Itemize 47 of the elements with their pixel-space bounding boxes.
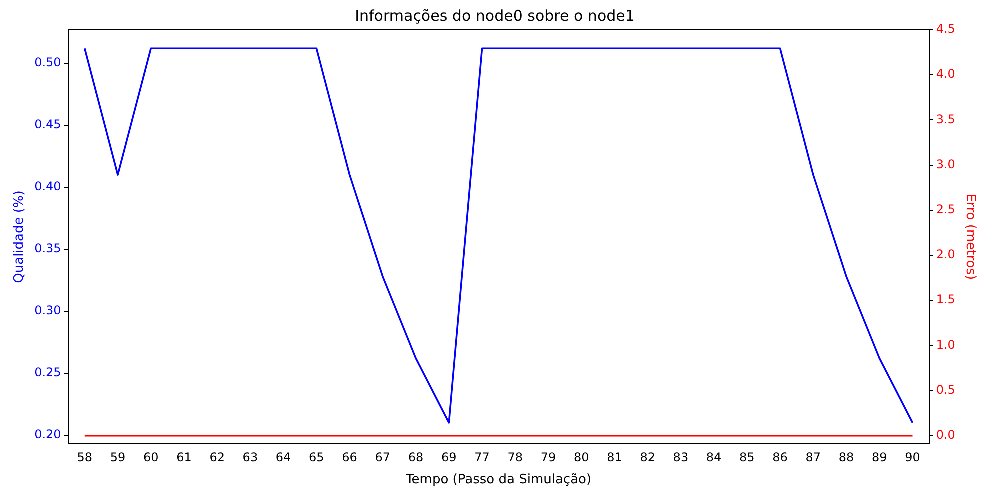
x-tick-label: 78 xyxy=(508,450,524,464)
x-axis-title: Tempo (Passo da Simulação) xyxy=(405,472,592,488)
x-tick-label: 88 xyxy=(838,450,854,464)
y2-tick-label: 4.0 xyxy=(936,67,956,82)
x-tick-label: 85 xyxy=(740,450,755,464)
x-tick-label: 87 xyxy=(806,450,822,464)
x-tick-label: 63 xyxy=(242,450,258,464)
x-tick-label: 82 xyxy=(640,450,656,464)
y-tick-label: 0.20 xyxy=(34,427,62,442)
x-tick-label: 83 xyxy=(673,450,689,464)
x-tick-label: 84 xyxy=(706,450,722,464)
y2-tick-label: 2.0 xyxy=(936,248,956,262)
x-tick-label: 89 xyxy=(872,450,888,464)
chart-title: Informações do node0 sobre o node1 xyxy=(355,6,635,25)
y2-tick-label: 0.0 xyxy=(936,428,956,442)
y2-tick-label: 3.5 xyxy=(936,112,956,126)
x-tick-label: 62 xyxy=(210,450,225,464)
x-tick-label: 61 xyxy=(176,450,192,464)
x-tick-label: 60 xyxy=(143,450,159,464)
y-tick-label: 0.45 xyxy=(34,118,62,132)
y2-tick-label: 1.5 xyxy=(936,292,956,307)
x-tick-label: 59 xyxy=(110,450,126,464)
x-tick-label: 66 xyxy=(342,450,358,464)
y-axis-title: Qualidade (%) xyxy=(12,190,28,284)
x-tick-label: 67 xyxy=(375,450,391,464)
x-tick-label: 79 xyxy=(540,450,556,464)
y2-tick-label: 4.5 xyxy=(936,22,956,36)
y2-axis-title: Erro (metros) xyxy=(962,194,978,280)
y-tick-label: 0.35 xyxy=(34,242,62,256)
x-tick-label: 69 xyxy=(442,450,457,464)
x-tick-label: 86 xyxy=(772,450,788,464)
y-tick-label: 0.30 xyxy=(34,303,62,318)
x-tick-label: 81 xyxy=(607,450,622,464)
y-tick-label: 0.25 xyxy=(34,365,62,380)
x-tick-label: 90 xyxy=(905,450,920,464)
x-tick-label: 68 xyxy=(408,450,424,464)
y2-tick-label: 2.5 xyxy=(936,202,956,217)
x-tick-label: 65 xyxy=(309,450,324,464)
y2-tick-label: 1.0 xyxy=(936,338,956,352)
y-tick-label: 0.50 xyxy=(34,56,62,70)
x-tick-label: 80 xyxy=(574,450,590,464)
x-tick-label: 64 xyxy=(276,450,292,464)
x-tick-label: 58 xyxy=(77,450,93,464)
x-tick-label: 77 xyxy=(474,450,490,464)
y2-tick-label: 0.5 xyxy=(936,382,956,397)
y2-tick-label: 3.0 xyxy=(936,157,956,172)
y-tick-label: 0.40 xyxy=(34,180,62,194)
